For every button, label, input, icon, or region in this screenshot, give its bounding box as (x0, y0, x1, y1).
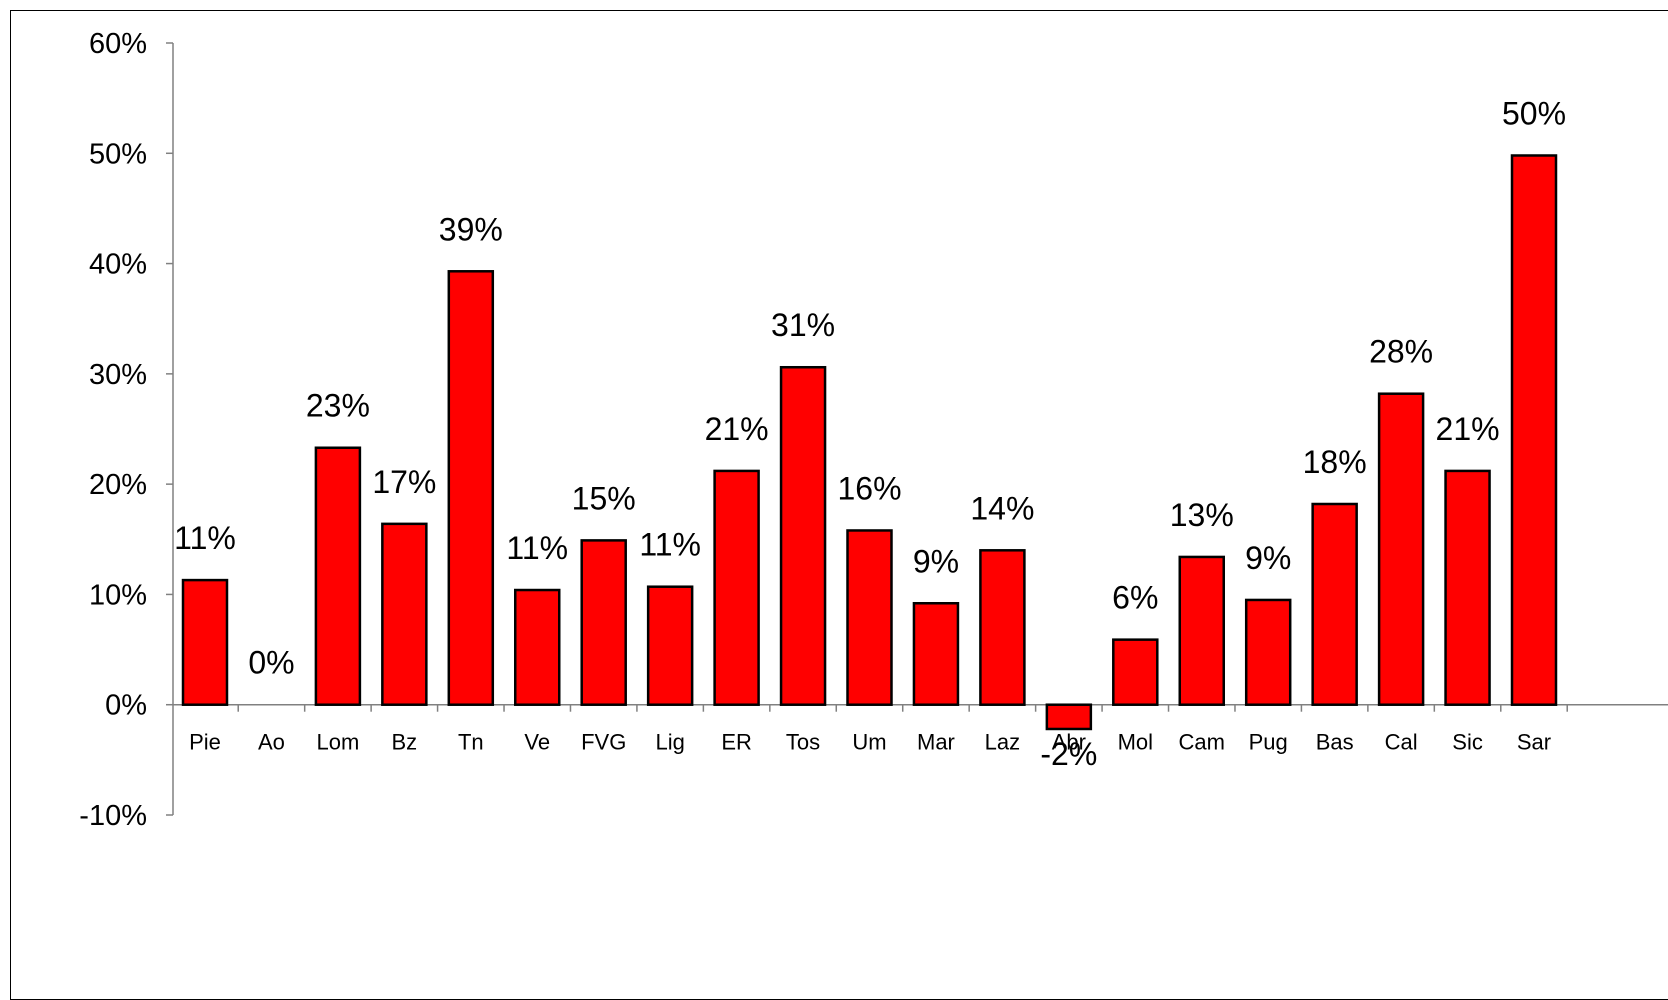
x-tick-label: Mol (1118, 730, 1153, 755)
data-label: 39% (439, 211, 503, 247)
bar-fvg (580, 539, 627, 706)
data-label: 21% (705, 411, 769, 447)
bar-sar (1510, 154, 1558, 706)
data-label: 6% (1112, 580, 1158, 616)
bar-cam (1178, 555, 1225, 706)
y-tick-label: 20% (89, 469, 147, 501)
x-tick-label: Mar (917, 730, 955, 755)
data-label: 9% (913, 543, 959, 579)
x-tick-label: Tos (786, 730, 820, 755)
bar-um (846, 529, 893, 706)
x-tick-label: Tn (458, 730, 484, 755)
x-tick-label: Cam (1179, 730, 1225, 755)
x-tick-label: Laz (985, 730, 1020, 755)
bar-ve (514, 588, 561, 706)
bar-sic (1444, 469, 1491, 706)
bar-pie (181, 578, 229, 706)
bar-tn (447, 270, 495, 706)
y-tick-label: 0% (105, 690, 147, 722)
data-label: 11% (506, 530, 568, 566)
x-tick-label: Abr (1052, 730, 1086, 755)
y-tick-label: -10% (79, 800, 147, 832)
bar-bas (1311, 502, 1358, 706)
bars (181, 154, 1558, 731)
x-tick-label: Sic (1452, 730, 1483, 755)
bar-bz (381, 522, 428, 706)
x-tick-label: Sar (1517, 730, 1551, 755)
x-tick-label: Um (852, 730, 886, 755)
x-tick-label: FVG (581, 730, 626, 755)
x-tick-label: Lom (317, 730, 360, 755)
data-label: 31% (771, 307, 835, 343)
y-tick-label: 60% (89, 28, 147, 60)
x-tick-label: Ve (524, 730, 550, 755)
x-tick-label: Pie (189, 730, 221, 755)
bar-er (713, 469, 760, 706)
y-tick-label: 40% (89, 249, 147, 281)
data-label: 11% (639, 527, 701, 563)
x-tick-label: Bas (1316, 730, 1354, 755)
data-labels: 11%0%23%17%39%11%15%11%21%31%16%9%14%-2%… (174, 95, 1566, 771)
data-label: 13% (1170, 497, 1234, 533)
bar-mol (1112, 638, 1159, 706)
data-label: 16% (837, 470, 901, 506)
data-label: 28% (1369, 334, 1433, 370)
x-tick-label: Pug (1249, 730, 1288, 755)
x-tick-label: Lig (655, 730, 684, 755)
data-label: -2% (1040, 736, 1097, 772)
x-tick-label: ER (721, 730, 752, 755)
bar-lig (646, 585, 694, 706)
data-label: 9% (1245, 540, 1291, 576)
y-tick-label: 10% (89, 579, 147, 611)
y-tick-label: 30% (89, 359, 147, 391)
bar-pug (1244, 598, 1292, 706)
data-label: 0% (248, 645, 294, 681)
data-label: 14% (970, 490, 1034, 526)
bar-chart: -10% 0% 10% 20% 30% 40% 50% 60% Pie Ao Lom Bz Tn Ve F… (79, 28, 1668, 832)
x-tick-label: Cal (1385, 730, 1418, 755)
x-tick-label: Ao (258, 730, 285, 755)
bar-mar (912, 602, 960, 706)
data-label: 18% (1303, 444, 1367, 480)
bar-cal (1377, 392, 1425, 706)
bar-lom (314, 446, 362, 706)
y-tick-label: 50% (89, 138, 147, 170)
data-label: 15% (572, 480, 636, 516)
data-label: 50% (1502, 95, 1566, 131)
x-axis: Pie Ao Lom Bz Tn Ve FVG Lig ER Tos Um Mar Laz Abr Mol C… (173, 703, 1668, 755)
data-label: 11% (174, 520, 236, 556)
data-label: 23% (306, 388, 370, 424)
bar-abr (1045, 703, 1093, 731)
bar-tos (779, 365, 827, 706)
y-axis: -10% 0% 10% 20% 30% 40% 50% 60% (79, 28, 174, 832)
x-tick-label: Bz (392, 730, 418, 755)
data-label: 17% (372, 464, 436, 500)
bar-laz (979, 549, 1026, 706)
data-label: 21% (1436, 411, 1500, 447)
